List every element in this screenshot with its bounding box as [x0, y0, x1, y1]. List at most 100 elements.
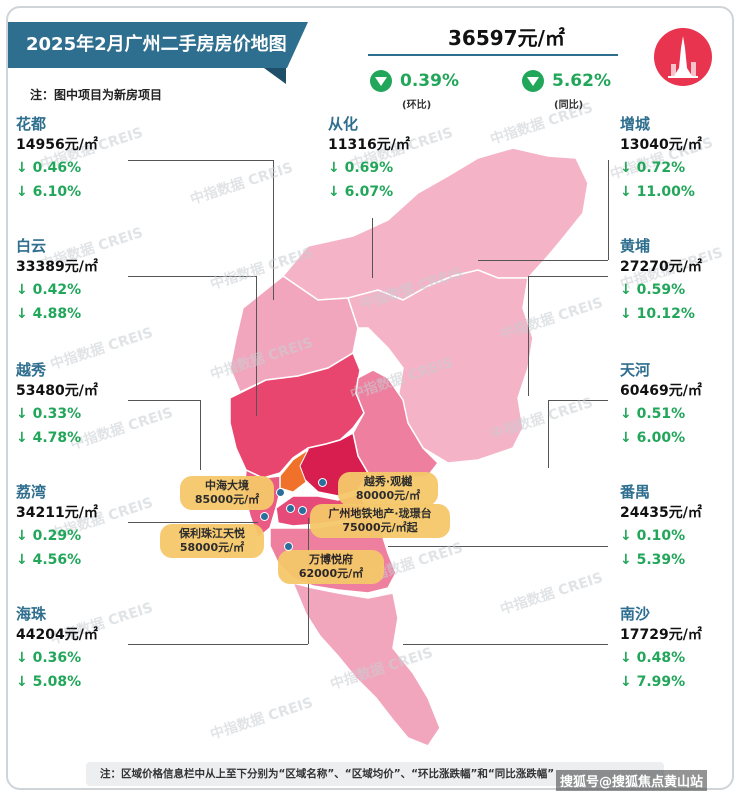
leader-line-panyu: [388, 546, 608, 547]
district-huangpu: 黄埔 27270元/㎡ ↓ 0.59% ↓ 10.12%: [620, 236, 732, 326]
project-tag: 中海大境 85000元/㎡: [180, 476, 274, 510]
district-price: 11316元/㎡: [328, 137, 410, 153]
district-mom: ↓ 0.36%: [16, 650, 82, 666]
district-name: 南沙: [620, 605, 651, 623]
region-nansha: [291, 581, 441, 747]
leader-line-huangpu: [528, 276, 608, 277]
leader-line-huadu: [128, 160, 273, 161]
project-tag: 越秀·观樾 80000元/㎡: [338, 472, 438, 506]
district-price: 33389元/㎡: [16, 259, 98, 275]
down-triangle-circle-icon: [370, 70, 392, 92]
title-banner-tail: [264, 68, 286, 84]
leader-line-baiyun: [128, 276, 256, 277]
district-name: 荔湾: [16, 483, 47, 501]
project-tag: 广州地铁地产·珑璟台 75000元/㎡起: [310, 504, 450, 538]
district-mom: ↓ 0.29%: [16, 528, 82, 544]
location-pin-icon: [260, 512, 269, 521]
map-title: 2025年2月广州二手房房价地图: [8, 22, 308, 68]
leader-line-huangpu-v: [528, 276, 529, 396]
project-name: 保利珠江天悦: [179, 527, 245, 540]
district-name: 番禺: [620, 483, 651, 501]
leader-line-tianhe: [548, 400, 608, 401]
leader-line-tianhe-v: [548, 400, 549, 468]
project-price: 62000元/㎡: [298, 567, 364, 580]
mom-change-value: 0.39%: [400, 71, 459, 91]
district-yoy: ↓ 4.88%: [16, 306, 82, 322]
district-name: 越秀: [16, 361, 47, 379]
leader-line-baiyun-v: [256, 276, 257, 416]
leader-line-huadu-v: [273, 160, 274, 300]
district-zengcheng: 增城 13040元/㎡ ↓ 0.72% ↓ 11.00%: [620, 114, 732, 204]
district-price: 60469元/㎡: [620, 383, 702, 399]
district-yuexiu: 越秀 53480元/㎡ ↓ 0.33% ↓ 4.78%: [16, 360, 141, 450]
leader-line-yuexiu-v: [200, 400, 201, 470]
project-note: 注：图中项目为新房项目: [30, 88, 163, 102]
project-price: 75000元/㎡起: [342, 521, 418, 534]
district-price: 13040元/㎡: [620, 137, 702, 153]
district-name: 增城: [620, 115, 651, 133]
district-mom: ↓ 0.10%: [620, 528, 686, 544]
district-yoy: ↓ 4.78%: [16, 430, 82, 446]
district-mom: ↓ 0.59%: [620, 282, 686, 298]
district-baiyun: 白云 33389元/㎡ ↓ 0.42% ↓ 4.88%: [16, 236, 141, 326]
project-price: 80000元/㎡: [355, 489, 421, 502]
district-name: 花都: [16, 115, 47, 133]
district-liwan: 荔湾 34211元/㎡ ↓ 0.29% ↓ 4.56%: [16, 482, 141, 572]
district-mom: ↓ 0.72%: [620, 160, 686, 176]
district-price: 24435元/㎡: [620, 505, 702, 521]
district-yoy: ↓ 6.10%: [16, 184, 82, 200]
location-pin-icon: [284, 542, 293, 551]
project-tag: 万博悦府 62000元/㎡: [278, 550, 384, 584]
district-mom: ↓ 0.51%: [620, 406, 686, 422]
district-tianhe: 天河 60469元/㎡ ↓ 0.51% ↓ 6.00%: [620, 360, 732, 450]
project-name: 中海大境: [205, 479, 249, 492]
district-mom: ↓ 0.69%: [328, 160, 394, 176]
yoy-change-value: 5.62%: [552, 71, 611, 91]
district-yoy: ↓ 5.39%: [620, 552, 686, 568]
district-yoy: ↓ 10.12%: [620, 306, 695, 322]
district-name: 天河: [620, 361, 651, 379]
city-average-price: 36597元/㎡: [448, 26, 565, 50]
district-name: 黄埔: [620, 237, 651, 255]
district-mom: ↓ 0.46%: [16, 160, 82, 176]
location-pin-icon: [318, 478, 327, 487]
project-name: 广州地铁地产·珑璟台: [328, 507, 432, 520]
mom-change: 0.39%: [370, 70, 459, 92]
district-panyu: 番禺 24435元/㎡ ↓ 0.10% ↓ 5.39%: [620, 482, 732, 572]
district-price: 27270元/㎡: [620, 259, 702, 275]
district-yoy: ↓ 5.08%: [16, 674, 82, 690]
leader-line-haizhu: [128, 644, 308, 645]
leader-line-nansha: [403, 644, 608, 645]
yoy-label: (同比): [554, 100, 584, 111]
down-triangle-circle-icon: [522, 70, 544, 92]
source-watermark: 搜狐号@搜狐焦点黄山站: [556, 770, 708, 791]
infographic-frame: 中指数据 CREIS 中指数据 CREIS 中指数据 CREIS 中指数据 CR…: [6, 6, 734, 790]
district-yoy: ↓ 6.00%: [620, 430, 686, 446]
tower-logo-icon: [654, 28, 712, 86]
district-mom: ↓ 0.42%: [16, 282, 82, 298]
location-pin-icon: [298, 506, 307, 515]
leader-line-conghua: [372, 218, 373, 278]
district-conghua: 从化 11316元/㎡ ↓ 0.69% ↓ 6.07%: [328, 114, 453, 204]
district-huadu: 花都 14956元/㎡ ↓ 0.46% ↓ 6.10%: [16, 114, 141, 204]
district-haizhu: 海珠 44204元/㎡ ↓ 0.36% ↓ 5.08%: [16, 604, 141, 694]
district-price: 14956元/㎡: [16, 137, 98, 153]
district-price: 53480元/㎡: [16, 383, 98, 399]
district-yoy: ↓ 7.99%: [620, 674, 686, 690]
leader-line-yuexiu: [128, 400, 200, 401]
district-price: 17729元/㎡: [620, 627, 702, 643]
district-mom: ↓ 0.48%: [620, 650, 686, 666]
leader-line-liwan: [128, 522, 258, 523]
district-yoy: ↓ 6.07%: [328, 184, 394, 200]
district-mom: ↓ 0.33%: [16, 406, 82, 422]
district-price: 44204元/㎡: [16, 627, 98, 643]
location-pin-icon: [286, 504, 295, 513]
location-pin-icon: [276, 488, 285, 497]
district-yoy: ↓ 4.56%: [16, 552, 82, 568]
project-price: 85000元/㎡: [194, 493, 260, 506]
header-divider: [368, 54, 618, 56]
project-name: 越秀·观樾: [363, 475, 413, 488]
district-price: 34211元/㎡: [16, 505, 98, 521]
district-name: 白云: [16, 237, 47, 255]
project-tag: 保利珠江天悦 58000元/㎡: [160, 524, 264, 558]
